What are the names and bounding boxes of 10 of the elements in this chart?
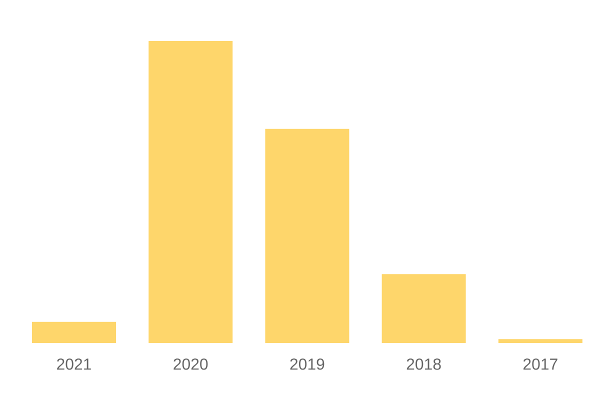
x-tick-label: 2021 xyxy=(57,358,91,370)
bar xyxy=(265,128,350,343)
bar xyxy=(32,322,116,343)
bar xyxy=(498,339,582,343)
bar xyxy=(382,274,466,343)
x-tick-label: 2019 xyxy=(290,358,324,370)
x-tick-label: 2017 xyxy=(523,358,558,370)
bar xyxy=(148,40,233,343)
x-tick-label: 2020 xyxy=(174,358,208,370)
x-tick-label: 2018 xyxy=(406,358,441,370)
